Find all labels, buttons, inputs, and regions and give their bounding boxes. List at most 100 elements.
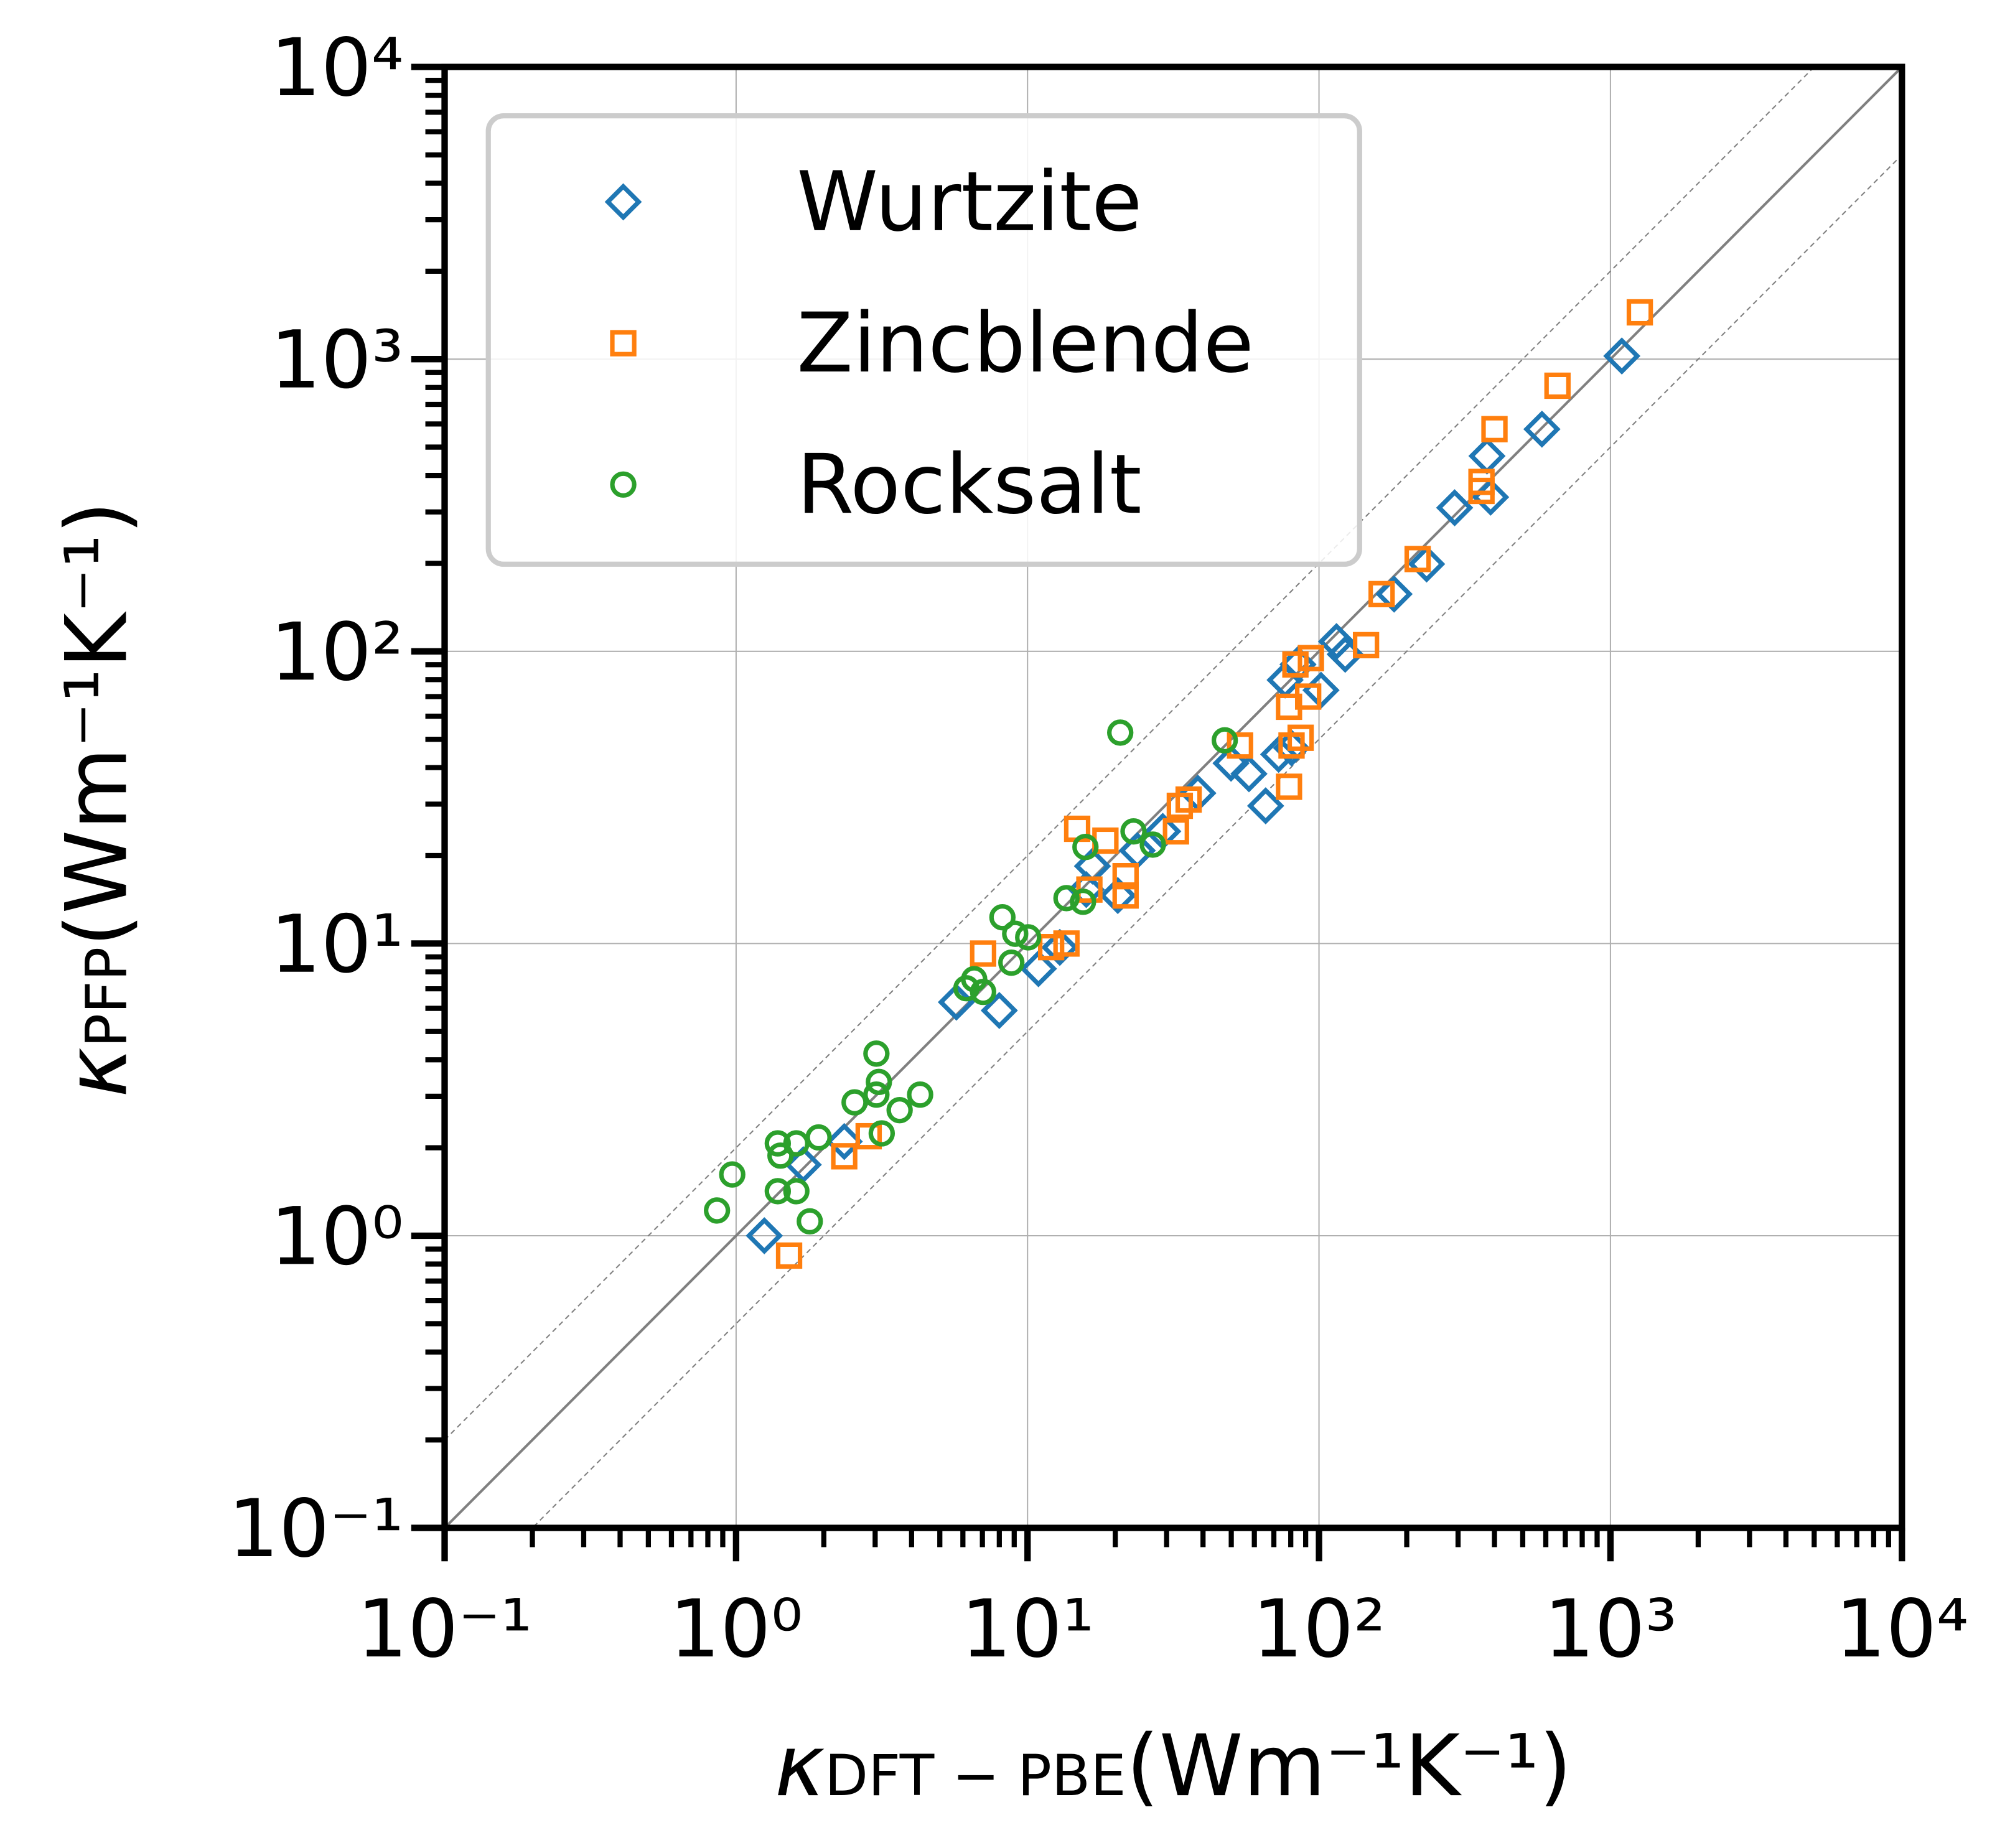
data-point bbox=[1211, 727, 1238, 754]
data-point bbox=[746, 1217, 783, 1254]
data-point bbox=[775, 1242, 803, 1269]
ticks: 10⁻¹ 10⁰ 10¹ 10² 10³ 10⁴ 10⁻¹ 10⁰ 10¹ 10² 10³ 10⁴ bbox=[228, 22, 1969, 1676]
y-label-subscript: PFP bbox=[74, 947, 139, 1048]
data-point bbox=[1015, 924, 1042, 951]
data-point bbox=[1230, 755, 1268, 793]
data-point bbox=[1408, 545, 1446, 583]
data-point bbox=[1099, 877, 1137, 915]
data-point bbox=[1002, 920, 1029, 947]
legend-marker bbox=[610, 471, 637, 498]
data-point bbox=[1070, 889, 1096, 915]
data-point bbox=[989, 904, 1016, 931]
data-point bbox=[886, 1097, 913, 1124]
data-point bbox=[1120, 818, 1147, 845]
guides bbox=[444, 67, 1902, 1528]
data-point bbox=[1626, 299, 1653, 326]
data-point bbox=[980, 992, 1018, 1029]
y-tick-label: 10² bbox=[270, 606, 403, 699]
data-point bbox=[1041, 928, 1078, 966]
y-label-symbol: κ bbox=[47, 1048, 146, 1098]
legend-label: Rocksalt bbox=[797, 437, 1141, 533]
data-point bbox=[863, 1040, 890, 1067]
guide-line bbox=[444, 67, 1902, 1528]
y-tick-label: 10⁰ bbox=[270, 1190, 403, 1283]
data-point bbox=[797, 1208, 823, 1235]
x-label-symbol: κ bbox=[775, 1717, 825, 1816]
data-point bbox=[1037, 934, 1065, 961]
guide-line bbox=[444, 67, 1815, 1440]
x-tick-label: 10¹ bbox=[961, 1583, 1094, 1676]
marks bbox=[704, 299, 1653, 1269]
data-point bbox=[1073, 847, 1111, 885]
data-point bbox=[998, 949, 1025, 976]
x-tick-label: 10² bbox=[1252, 1583, 1385, 1676]
data-point bbox=[1019, 950, 1057, 987]
data-point bbox=[1112, 863, 1139, 890]
data-point bbox=[1352, 632, 1380, 659]
data-point bbox=[1436, 489, 1474, 526]
data-point bbox=[1175, 786, 1202, 813]
data-point bbox=[1404, 546, 1431, 572]
data-point bbox=[1246, 787, 1284, 824]
data-point bbox=[1072, 834, 1099, 861]
x-tick-label: 10⁻¹ bbox=[357, 1583, 533, 1676]
x-tick-label: 10³ bbox=[1544, 1583, 1677, 1676]
data-point bbox=[1139, 831, 1166, 858]
legend-label: Wurtzite bbox=[797, 154, 1142, 250]
data-point bbox=[1523, 410, 1561, 448]
data-point bbox=[783, 1178, 810, 1205]
data-point bbox=[1053, 930, 1080, 957]
data-point bbox=[1276, 773, 1302, 800]
legend-marker bbox=[604, 183, 642, 221]
data-point bbox=[1287, 724, 1314, 751]
data-point bbox=[866, 1068, 892, 1095]
data-point bbox=[767, 1142, 794, 1169]
data-point bbox=[855, 1122, 882, 1150]
data-point bbox=[1468, 437, 1506, 475]
data-point bbox=[1053, 885, 1080, 912]
y-tick-label: 10⁻¹ bbox=[228, 1483, 404, 1575]
data-point bbox=[863, 1081, 890, 1108]
legend-marker bbox=[610, 330, 637, 357]
data-point bbox=[1317, 623, 1355, 660]
data-point bbox=[719, 1161, 746, 1188]
y-label-unit: (Wm⁻¹K⁻¹) bbox=[47, 501, 146, 946]
data-point bbox=[764, 1130, 792, 1157]
data-point bbox=[1112, 882, 1139, 909]
data-point bbox=[805, 1124, 832, 1151]
x-axis-label: κDFT − PBE(Wm⁻¹K⁻¹) bbox=[775, 1717, 1572, 1816]
x-tick-label: 10⁴ bbox=[1835, 1583, 1968, 1676]
data-point bbox=[1297, 645, 1324, 671]
plot-frame bbox=[441, 63, 1905, 1531]
data-point bbox=[1481, 416, 1508, 442]
legend: Wurtzite Zincblende Rocksalt bbox=[604, 154, 1254, 533]
data-point bbox=[970, 940, 996, 967]
y-tick-label: 10¹ bbox=[270, 898, 403, 991]
data-point bbox=[831, 1143, 858, 1170]
data-point bbox=[907, 1081, 933, 1108]
x-label-unit: (Wm⁻¹K⁻¹) bbox=[1126, 1717, 1572, 1816]
data-point bbox=[1227, 732, 1253, 759]
legend-label: Zincblende bbox=[797, 296, 1254, 391]
data-point bbox=[841, 1089, 868, 1116]
data-point bbox=[970, 978, 996, 1006]
data-point bbox=[1368, 581, 1395, 607]
data-point bbox=[1107, 719, 1134, 746]
data-point bbox=[868, 1120, 895, 1147]
data-point bbox=[1375, 575, 1413, 613]
data-point bbox=[1282, 651, 1309, 678]
y-axis-label: κPFP(Wm⁻¹K⁻¹) bbox=[47, 501, 146, 1098]
data-point bbox=[1294, 683, 1322, 710]
data-point bbox=[1468, 477, 1495, 505]
x-tick-label: 10⁰ bbox=[670, 1583, 803, 1676]
data-point bbox=[825, 1122, 863, 1160]
y-tick-label: 10³ bbox=[270, 314, 403, 407]
data-point bbox=[1544, 372, 1571, 399]
guide-line bbox=[531, 154, 1902, 1528]
data-point bbox=[704, 1197, 731, 1224]
data-point bbox=[1067, 870, 1105, 908]
data-point bbox=[1162, 818, 1189, 845]
y-tick-label: 10⁴ bbox=[270, 22, 403, 114]
